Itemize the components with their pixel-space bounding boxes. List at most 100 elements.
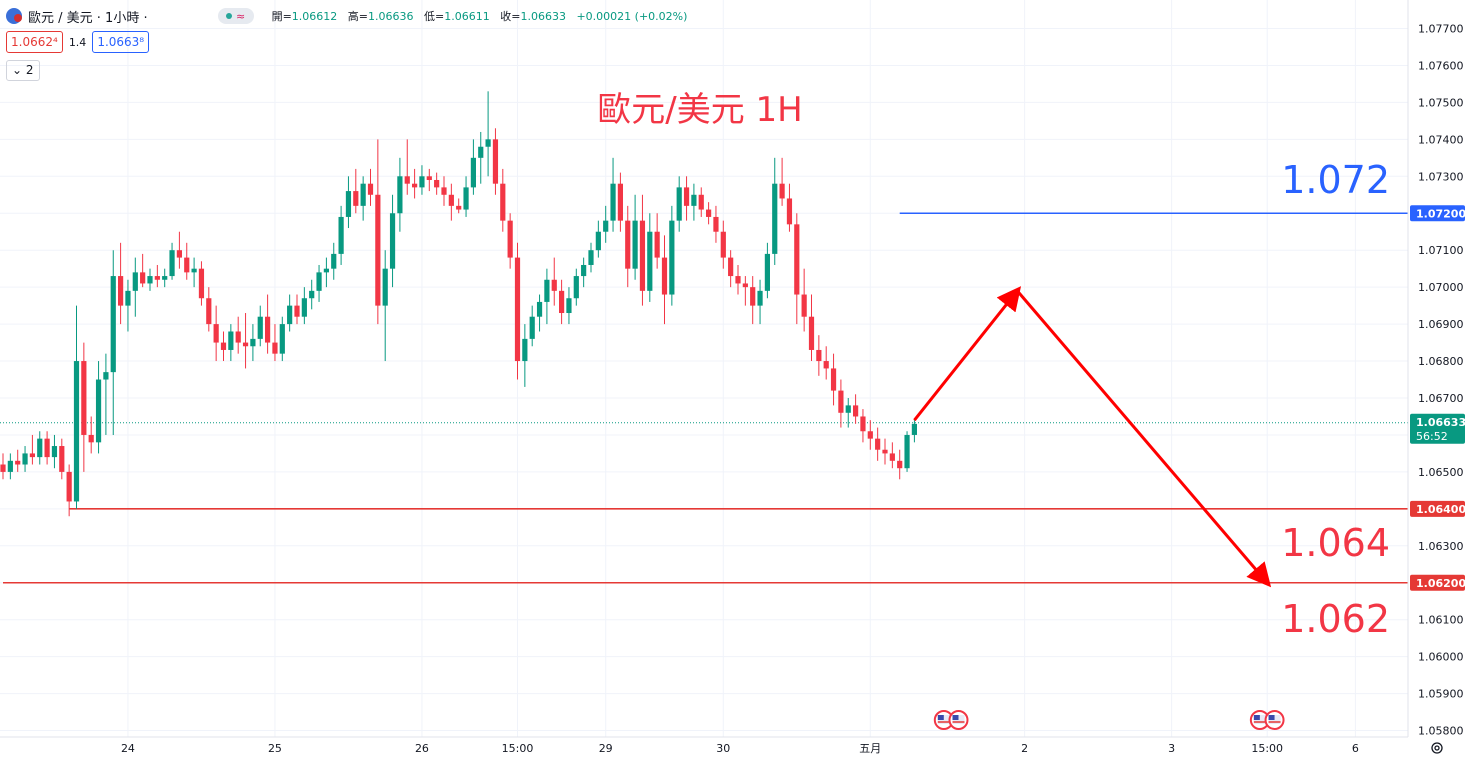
candle-body xyxy=(140,272,146,284)
horizontal-line-axis-badge xyxy=(1410,500,1465,517)
candle-body xyxy=(154,276,160,280)
candle-body xyxy=(764,253,770,291)
candle-body xyxy=(118,276,124,306)
chevron-down-icon: ⌄ xyxy=(12,63,23,77)
candle-body xyxy=(808,316,815,350)
sell-button[interactable]: 1.0662⁴ xyxy=(6,31,63,53)
candle-body xyxy=(367,183,374,195)
low-value: 1.06611 xyxy=(444,10,490,23)
time-tick-label: 25 xyxy=(268,742,282,755)
indicators-collapse-button[interactable]: ⌄ 2 xyxy=(6,60,40,81)
candle-body xyxy=(794,224,800,295)
us-flag-icon[interactable] xyxy=(1249,710,1270,730)
candle-body xyxy=(389,213,396,269)
candle-body xyxy=(191,268,197,273)
candle-body xyxy=(360,183,366,206)
symbol-title[interactable]: 歐元 / 美元 · 1小時 · xyxy=(28,10,148,26)
horizontal-line-axis-badge xyxy=(1410,205,1465,222)
candle-body xyxy=(198,268,205,299)
candle-body xyxy=(485,139,491,147)
us-flag-icon[interactable] xyxy=(948,710,969,730)
candle-body xyxy=(287,305,293,325)
candle-body xyxy=(15,460,21,465)
candle-body xyxy=(522,338,528,362)
time-tick-label: 五月 xyxy=(859,742,881,755)
spread-value: 1.4 xyxy=(68,35,87,49)
forecast-arrows xyxy=(913,286,1272,588)
price-tick-label: 1.07400 xyxy=(1418,133,1464,146)
candle-body xyxy=(228,331,234,350)
candle-body xyxy=(206,298,212,325)
candle-body xyxy=(875,438,881,450)
candle-body xyxy=(853,405,859,417)
price-tick-label: 1.07500 xyxy=(1418,96,1464,109)
candle-body xyxy=(331,253,337,269)
candle-body xyxy=(551,279,557,291)
horizontal-line-axis-label: 1.06200 xyxy=(1416,577,1466,590)
candle-body xyxy=(904,434,910,469)
us-flag-icon[interactable] xyxy=(1264,710,1285,730)
candle-body xyxy=(911,423,917,435)
candle-body xyxy=(581,264,587,277)
candle-body xyxy=(632,220,638,269)
last-price-label: 1.06633 xyxy=(1416,416,1466,429)
time-tick-label: 24 xyxy=(121,742,135,755)
candle-body xyxy=(323,268,329,273)
gear-icon[interactable] xyxy=(1430,741,1444,755)
candle-body xyxy=(492,139,499,184)
close-value: 1.06633 xyxy=(520,10,566,23)
price-tick-label: 1.05900 xyxy=(1418,688,1464,701)
candle-body xyxy=(669,220,675,295)
candle-body xyxy=(706,209,712,217)
price-axis-bg xyxy=(1408,0,1467,759)
high-value: 1.06636 xyxy=(368,10,414,23)
candle-body xyxy=(404,176,410,184)
candle-body xyxy=(713,216,719,232)
flag-canton xyxy=(1253,715,1260,720)
time-tick-label: 15:00 xyxy=(1251,742,1283,755)
candle-body xyxy=(720,231,726,258)
candle-body xyxy=(382,268,388,306)
candle-body xyxy=(566,298,572,314)
candle-body xyxy=(434,179,440,188)
candle-body xyxy=(294,305,300,317)
forecast-arrow xyxy=(913,286,1022,422)
candle-body xyxy=(573,276,579,299)
candle-body xyxy=(59,446,65,472)
flag-canton xyxy=(952,715,959,720)
indicator-count: 2 xyxy=(25,63,34,77)
candle-body xyxy=(235,331,241,343)
event-flags xyxy=(933,710,1285,730)
candle-body xyxy=(250,338,256,347)
time-tick-label: 26 xyxy=(415,742,429,755)
candle-body xyxy=(81,361,87,435)
candle-body xyxy=(338,216,344,254)
last-price-badge xyxy=(1410,413,1465,444)
candle-body xyxy=(676,187,682,221)
candle-body xyxy=(426,176,432,180)
candle-body xyxy=(103,372,109,380)
price-annotation: 1.064 xyxy=(1281,521,1390,565)
horizontal-line-axis-badge xyxy=(1410,574,1465,591)
open-label: 開= xyxy=(271,10,292,23)
candle-body xyxy=(536,301,543,317)
candle-body xyxy=(184,257,190,273)
buy-button[interactable]: 1.0663⁸ xyxy=(92,31,150,53)
flag-canton xyxy=(937,715,944,720)
time-tick-label: 29 xyxy=(599,742,613,755)
price-tick-label: 1.07000 xyxy=(1418,281,1464,294)
candle-body xyxy=(29,453,35,458)
candle-body xyxy=(257,316,263,339)
price-tick-label: 1.07100 xyxy=(1418,244,1464,257)
market-status-button[interactable]: ≈ xyxy=(217,8,254,24)
candle-body xyxy=(617,183,623,221)
candle-body xyxy=(786,198,793,225)
candle-body xyxy=(345,191,352,217)
time-tick-label: 2 xyxy=(1021,742,1028,755)
candle-body xyxy=(220,342,227,350)
candle-body xyxy=(750,287,756,306)
candle-body xyxy=(654,231,660,258)
candle-body xyxy=(500,183,506,221)
price-annotation: 1.062 xyxy=(1281,597,1390,641)
